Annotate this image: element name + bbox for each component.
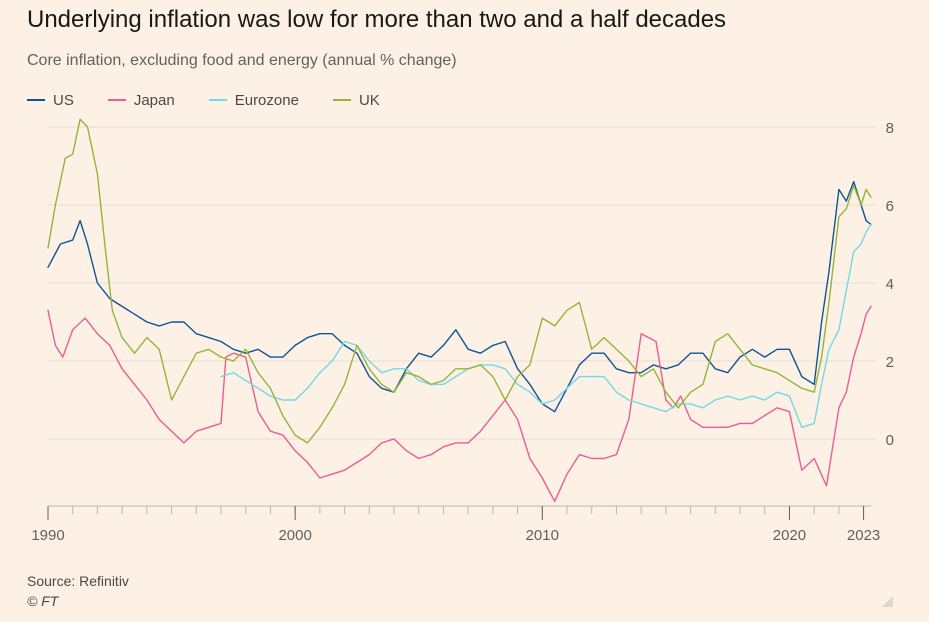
x-tick-label: 2020 bbox=[773, 527, 806, 544]
resize-corner-icon bbox=[882, 596, 893, 607]
x-tick-label: 2010 bbox=[526, 527, 559, 544]
legend-item-us: US bbox=[27, 92, 74, 109]
legend-swatch-eurozone bbox=[208, 99, 227, 101]
legend-label-eurozone: Eurozone bbox=[234, 91, 299, 109]
legend-swatch-japan bbox=[107, 99, 126, 101]
legend-item-eurozone: Eurozone bbox=[208, 91, 299, 109]
series-line-japan bbox=[47, 305, 872, 503]
legend: US Japan Eurozone UK bbox=[27, 90, 414, 110]
x-tick-label: 1990 bbox=[31, 527, 64, 544]
legend-item-japan: Japan bbox=[107, 91, 175, 109]
series-line-uk bbox=[47, 118, 872, 444]
y-tick-label: 2 bbox=[886, 354, 894, 371]
legend-item-uk: UK bbox=[332, 91, 380, 109]
source-note: Source: Refinitiv bbox=[27, 573, 129, 589]
chart-subtitle: Core inflation, excluding food and energ… bbox=[27, 52, 457, 69]
y-tick-label: 8 bbox=[886, 120, 894, 137]
chart-title: Underlying inflation was low for more th… bbox=[27, 6, 727, 33]
x-tick-label: 2023 bbox=[847, 527, 880, 544]
y-tick-label: 4 bbox=[886, 276, 894, 293]
legend-label-uk: UK bbox=[358, 91, 380, 109]
series-line-eurozone bbox=[220, 223, 872, 428]
legend-swatch-uk bbox=[332, 99, 351, 101]
copyright-credit: © FT bbox=[27, 593, 59, 609]
y-tick-label: 0 bbox=[886, 432, 894, 449]
y-tick-label: 6 bbox=[886, 198, 894, 215]
series-line-us bbox=[47, 180, 872, 413]
x-tick-label: 2000 bbox=[278, 527, 311, 544]
legend-label-japan: Japan bbox=[133, 91, 175, 109]
legend-label-us: US bbox=[53, 91, 74, 109]
legend-swatch-us bbox=[27, 99, 45, 101]
